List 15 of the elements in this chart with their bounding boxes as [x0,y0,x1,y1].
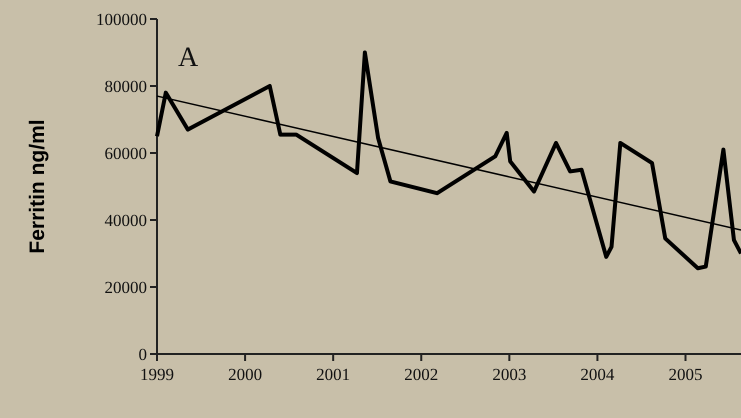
y-tick-label: 100000 [96,10,147,29]
y-axis-title: Ferritin ng/ml [26,119,49,254]
y-tick-label: 60000 [104,144,147,163]
x-tick-label: 2000 [228,365,262,384]
x-tick-label: 2005 [668,365,703,384]
y-tick-label: 40000 [104,210,147,230]
annotation: A [178,42,199,73]
x-tick-label: 2004 [580,365,615,384]
y-tick-label: 0 [138,344,147,364]
y-tick-label: 20000 [104,278,147,297]
x-tick-label: 1999 [140,365,174,384]
x-tick-label: 2002 [404,365,438,384]
x-tick-label: 2003 [492,365,526,384]
y-tick-label: 80000 [104,76,147,96]
x-tick-label: 2001 [316,365,350,384]
